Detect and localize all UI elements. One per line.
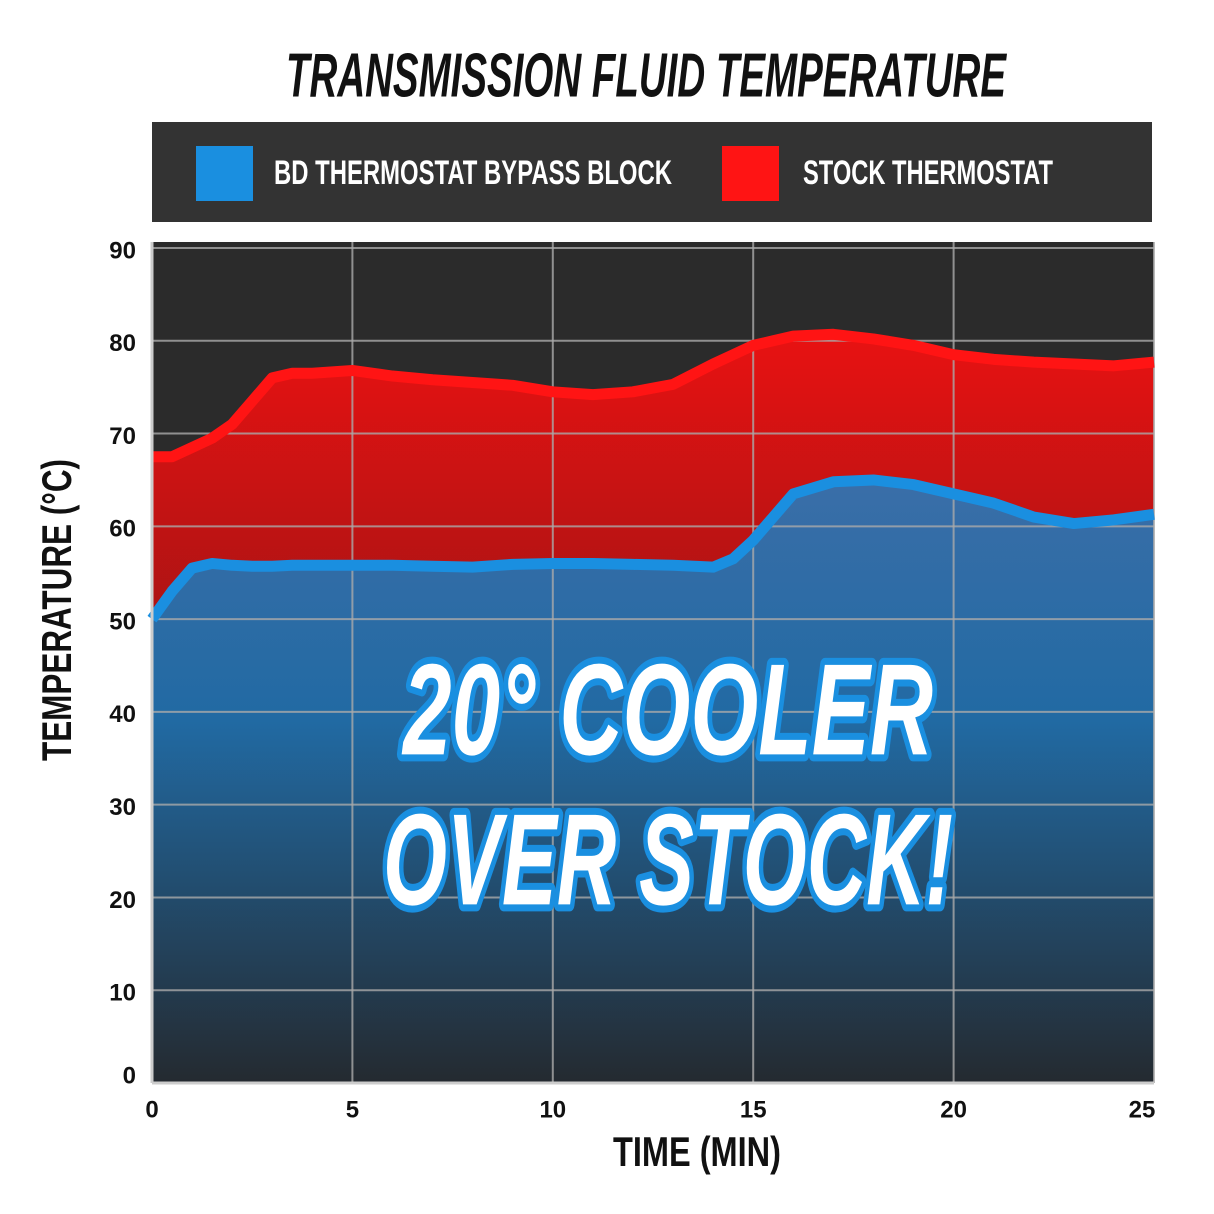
annotation: OVER STOCK! <box>383 786 953 932</box>
y-tick-label: 10 <box>109 980 136 1007</box>
series-line <box>147 474 1155 623</box>
series-line <box>152 328 1155 463</box>
y-tick-label: 30 <box>109 794 136 821</box>
y-tick-label: 90 <box>109 237 136 264</box>
y-tick-label: 40 <box>109 701 136 728</box>
legend-label: STOCK THERMOSTAT <box>803 154 1053 192</box>
y-tick-label: 60 <box>109 516 136 543</box>
x-tick-label: 20 <box>940 1096 967 1123</box>
x-tick-label: 0 <box>145 1096 158 1123</box>
legend-label: BD THERMOSTAT BYPASS BLOCK <box>274 154 672 192</box>
y-tick-label: 70 <box>109 423 136 450</box>
legend-swatch <box>196 146 253 201</box>
y-tick-label: 80 <box>109 330 136 357</box>
legend-swatch <box>722 146 779 201</box>
area-fill <box>152 479 1154 1083</box>
x-axis-title: TIME (MIN) <box>613 1128 781 1175</box>
chart-title: TRANSMISSION FLUID TEMPERATURE <box>286 41 1007 110</box>
x-tick-label: 15 <box>740 1096 767 1123</box>
y-tick-label: 50 <box>109 608 136 635</box>
x-tick-label: 10 <box>539 1096 566 1123</box>
x-tick-label: 25 <box>1129 1096 1156 1123</box>
legend <box>152 122 1152 222</box>
x-tick-label: 5 <box>346 1096 359 1123</box>
annotation: 20° COOLER <box>401 636 933 782</box>
y-tick-label: 0 <box>123 1062 136 1089</box>
y-tick-label: 20 <box>109 887 136 914</box>
y-axis-title: TEMPERATURE (°C) <box>33 459 80 761</box>
